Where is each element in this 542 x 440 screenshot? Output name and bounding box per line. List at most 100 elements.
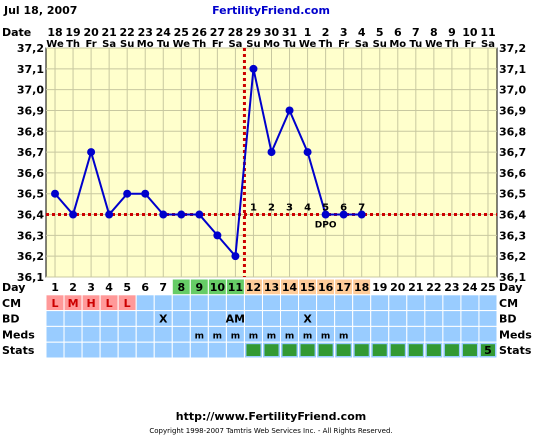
cm-cell [460,294,480,312]
day-value: 16 [318,281,334,294]
cm-cell [478,294,498,312]
stats-marker [480,344,495,356]
y-tick-label-right: 36,1 [499,271,526,284]
date-label: 22 [120,26,135,39]
temperature-point [231,252,240,261]
date-label: 18 [47,26,62,39]
day-value: 19 [372,281,387,294]
temperature-point [339,210,348,219]
day-value: 18 [354,281,369,294]
meds-value: m [321,331,330,341]
date-label: 2 [322,26,330,39]
date-label: 29 [246,26,261,39]
weekday-label: Th [192,39,206,50]
footer-url[interactable]: http://www.FertilityFriend.com [176,410,366,423]
weekday-label: We [173,39,191,50]
day-value: 22 [426,281,441,294]
meds-cell [135,325,155,343]
bd-value: AM [226,313,245,326]
meds-value: m [195,331,204,341]
weekday-label: We [46,39,64,50]
cm-cell [406,294,426,312]
date-label: 1 [304,26,312,39]
y-tick-label-right: 36,8 [499,125,526,138]
day-value: 3 [87,281,95,294]
cm-value: L [106,297,113,310]
cm-cell [225,294,245,312]
meds-value: m [285,331,294,341]
day-value: 8 [177,281,185,294]
weekday-label: Th [445,39,459,50]
cm-cell [261,294,282,312]
meds-cell [406,325,426,343]
temperature-point [195,210,204,219]
y-tick-label-left: 37,1 [17,63,44,76]
meds-cell [460,325,480,343]
weekday-label: Tu [283,39,296,50]
meds-cell [81,325,101,343]
meds-cell [171,325,191,343]
bd-cell [280,310,300,327]
date-label: 9 [448,26,456,39]
temperature-point [177,210,186,219]
stats-marker [318,344,333,356]
dpo-label: 5 [322,203,329,214]
date-row-label: Date [2,26,31,39]
meds-cell [352,325,372,343]
date-label: 10 [462,26,478,39]
bd-cell [81,310,101,327]
cm-value: L [52,297,59,310]
bd-cell [406,310,426,327]
meds-row-label-right: Meds [499,328,532,341]
date-label: 5 [376,26,384,39]
cm-cell [424,294,444,312]
y-tick-label-right: 36,5 [499,188,526,201]
meds-value: m [303,331,312,341]
stats-cell [171,341,191,359]
weekday-label: Fr [86,39,97,50]
bd-value: X [303,313,312,326]
date-label: 8 [430,26,438,39]
day-value: 6 [141,281,149,294]
weekday-label: Su [120,39,134,50]
stats-marker [336,344,351,356]
temperature-point [51,189,60,198]
dpo-label: 1 [250,203,257,214]
temperature-line [54,68,362,259]
y-tick-label-left: 36,3 [17,229,44,242]
y-tick-label-left: 37,0 [17,84,44,97]
day-value: 13 [264,281,279,294]
weekday-label: Tu [409,39,422,50]
bd-cell [442,310,462,327]
site-name: FertilityFriend.com [212,4,330,17]
bd-cell [135,310,155,327]
date-label: 26 [192,26,208,39]
date-label: 27 [210,26,225,39]
cm-cell [352,294,372,312]
stats-marker [444,344,459,356]
bd-row-label-right: BD [499,313,517,326]
weekday-label: Th [66,39,80,50]
stats-marker [372,344,387,356]
weekday-label: Fr [212,39,223,50]
weekday-label: Su [246,39,260,50]
cm-cell [153,294,173,312]
stats-marker [300,344,315,356]
day-value: 2 [69,281,77,294]
stats-row-label: Stats [2,344,35,357]
day-value: 10 [210,281,226,294]
stats-marker [282,344,297,356]
weekday-label: Sa [481,39,495,50]
bd-cell [99,310,119,327]
date-label: 30 [264,26,280,39]
weekday-label: Su [373,39,387,50]
meds-cell [442,325,462,343]
chart-date: Jul 18, 2007 [3,4,77,17]
meds-cell [63,325,83,343]
y-tick-label-left: 36,9 [17,104,44,117]
cm-cell [280,294,300,312]
stats-marker [390,344,405,356]
day-value: 12 [246,281,261,294]
